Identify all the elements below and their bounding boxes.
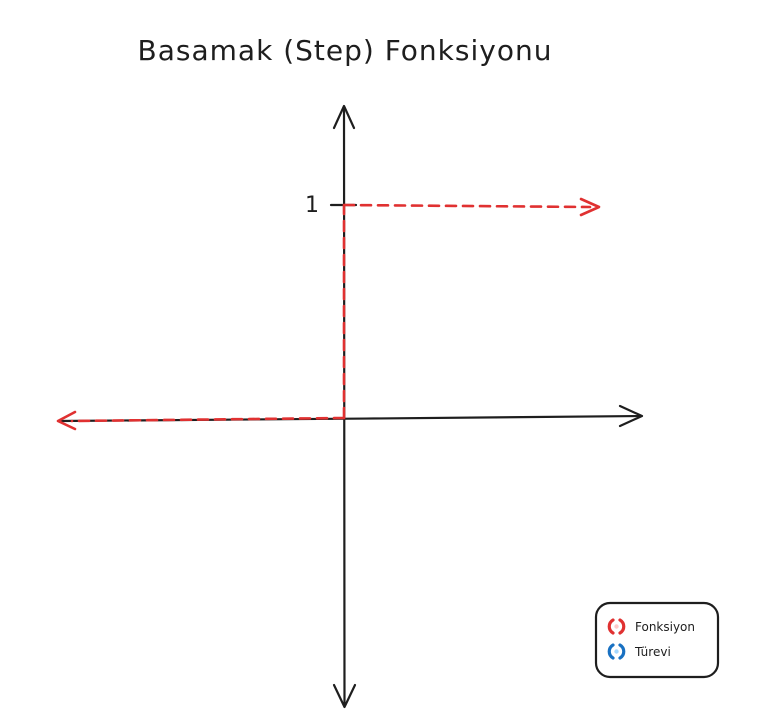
legend: Fonksiyon Türevi <box>594 601 720 679</box>
y-axis-top-arrow <box>332 104 356 130</box>
diagram-title: Basamak (Step) Fonksiyonu <box>138 34 553 67</box>
legend-label-derivative: Türevi <box>634 645 671 659</box>
step-function-upper-segment <box>342 203 592 209</box>
x-axis <box>58 404 644 428</box>
step-function <box>56 197 601 431</box>
legend-derivative-marker-icon <box>607 643 626 660</box>
y-tick-label: 1 <box>305 193 319 218</box>
legend-box <box>594 601 720 679</box>
y-axis-bottom-arrow <box>332 683 357 709</box>
legend-item-derivative: Türevi <box>607 643 671 660</box>
step-function-lower-segment <box>70 416 346 423</box>
x-axis-right-arrow <box>618 404 644 428</box>
legend-label-function: Fonksiyon <box>635 620 695 634</box>
step-function-left-arrow <box>56 410 77 431</box>
legend-function-marker-icon <box>607 618 626 635</box>
legend-item-function: Fonksiyon <box>607 618 695 635</box>
step-function-right-arrow <box>579 197 601 217</box>
y-axis <box>332 104 357 709</box>
